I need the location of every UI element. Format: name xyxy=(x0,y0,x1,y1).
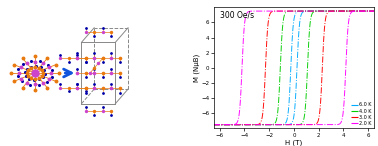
X-axis label: H (T): H (T) xyxy=(285,139,302,146)
Y-axis label: M (NμB): M (NμB) xyxy=(194,54,200,82)
Text: 300 Oe/s: 300 Oe/s xyxy=(220,11,254,20)
Legend: 6.0 K, 4.0 K, 3.0 K, 2.0 K: 6.0 K, 4.0 K, 3.0 K, 2.0 K xyxy=(349,100,374,128)
